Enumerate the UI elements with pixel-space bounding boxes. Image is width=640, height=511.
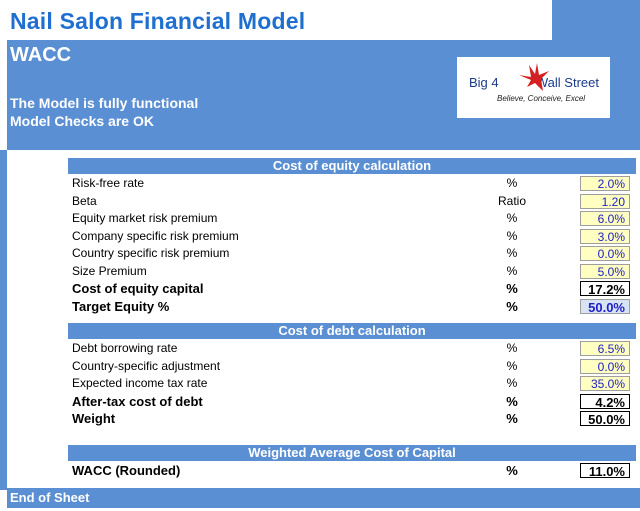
equity-row: Size Premium% 5.0% [72,263,632,280]
input-cell[interactable]: 3.0% [580,228,630,244]
row-unit: % [506,263,518,278]
input-cell[interactable]: 6.5% [580,341,630,356]
top-right-band [552,0,640,40]
row-label: WACC (Rounded) [72,463,181,478]
row-label: Risk-free rate [72,176,145,190]
equity-row: Company specific risk premium% 3.0% [72,228,632,245]
equity-row: Risk-free rate% 2.0% [72,175,632,192]
input-cell[interactable]: 5.0% [580,263,630,279]
row-label: Expected income tax rate [72,376,208,390]
page-title: Nail Salon Financial Model [10,8,306,34]
logo-brand: Big 4 Wall Street [469,75,599,90]
row-unit: % [506,228,518,243]
input-cell[interactable]: 2.0% [580,176,630,191]
row-unit: % [506,463,518,478]
equity-row: Equity market risk premium% 6.0% [72,210,632,227]
row-label: Size Premium [72,263,147,278]
equity-section-header: Cost of equity calculation [68,158,636,174]
input-cell[interactable]: 6.0% [580,211,630,226]
sheet-name: WACC [10,44,72,66]
equity-row: Target Equity %% 50.0% [72,298,632,315]
equity-row: Cost of equity capital% 17.2% [72,280,632,297]
input-cell[interactable]: 0.0% [580,358,630,374]
model-status-checks: Model Checks are OK [10,113,154,129]
row-unit: % [506,246,518,260]
debt-row: Weight% 50.0% [72,410,632,427]
row-unit: % [506,376,518,390]
row-label: Country-specific adjustment [72,358,221,373]
row-label: Cost of equity capital [72,281,204,296]
row-unit: % [506,358,518,373]
row-unit: % [506,176,518,190]
eagle-icon [519,63,549,91]
debt-row: After-tax cost of debt% 4.2% [72,393,632,410]
row-label: Company specific risk premium [72,228,239,243]
wacc-row: WACC (Rounded)% 11.0% [72,462,632,479]
input-cell[interactable]: 0.0% [580,246,630,261]
row-label: Weight [72,411,116,426]
row-unit: % [506,281,518,296]
model-status-functional: The Model is fully functional [10,95,199,111]
logo-tagline: Believe, Conceive, Excel [497,94,586,103]
debt-row: Expected income tax rate% 35.0% [72,375,632,392]
debt-row: Country-specific adjustment% 0.0% [72,358,632,375]
logo-brand-left: Big 4 [469,75,499,90]
row-label: Beta [72,193,97,208]
input-cell[interactable]: 50.0% [580,298,630,315]
big4-logo: Big 4 Wall Street Believe, Conceive, Exc… [457,57,610,118]
debt-row: Debt borrowing rate% 6.5% [72,340,632,357]
input-cell[interactable]: 1.20 [580,193,630,209]
calculated-cell: 17.2% [580,281,630,297]
calculated-cell: 50.0% [580,411,630,427]
left-margin-band [0,150,7,490]
logo-brand-right: Wall Street [535,75,599,90]
row-unit: % [506,298,518,314]
equity-row: Country specific risk premium% 0.0% [72,245,632,262]
row-unit: % [506,411,518,426]
calculated-cell: 11.0% [580,463,630,479]
row-label: Country specific risk premium [72,246,230,260]
row-label: After-tax cost of debt [72,393,203,409]
debt-section-header: Cost of debt calculation [68,323,636,339]
equity-row: Beta Ratio 1.20 [72,193,632,210]
row-label: Debt borrowing rate [72,341,178,355]
row-unit: % [506,211,518,225]
calculated-cell: 4.2% [580,393,630,410]
input-cell[interactable]: 35.0% [580,376,630,391]
row-unit: Ratio [497,193,526,208]
row-label: Equity market risk premium [72,211,218,225]
row-unit: % [506,393,518,409]
row-unit: % [506,341,518,355]
wacc-section-header: Weighted Average Cost of Capital [68,445,636,461]
end-of-sheet: End of Sheet [10,490,90,505]
footer-band [7,488,640,508]
row-label: Target Equity % [72,298,170,314]
